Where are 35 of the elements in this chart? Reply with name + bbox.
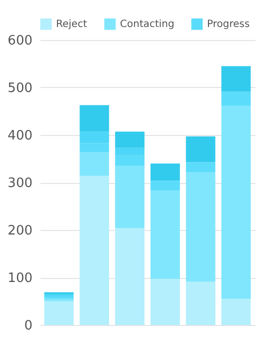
bar (115, 166, 144, 228)
bar (150, 180, 180, 191)
bar (186, 172, 216, 282)
bar (44, 292, 74, 295)
bar (221, 298, 251, 325)
bar (186, 136, 216, 162)
bar (115, 132, 144, 148)
y-tick-label: 0 (24, 318, 32, 334)
legend-label: Contacting (120, 19, 174, 30)
bar (80, 176, 110, 325)
bar (186, 282, 216, 325)
y-tick-label: 100 (8, 271, 32, 286)
y-tick-label: 500 (8, 81, 32, 96)
bar (115, 148, 144, 156)
bar (221, 106, 251, 299)
bar (150, 164, 180, 181)
bar (115, 228, 144, 325)
bar (80, 143, 110, 152)
bar (80, 132, 110, 144)
bar (115, 155, 144, 166)
y-tick-label: 400 (8, 128, 32, 144)
legend-label: Reject (56, 19, 88, 30)
bar (221, 92, 251, 106)
y-tick-label: 300 (8, 176, 32, 191)
bar (80, 105, 110, 132)
bar (80, 152, 110, 176)
bar (150, 190, 180, 279)
bar (186, 162, 216, 172)
legend-label: Progress (207, 19, 250, 30)
y-tick-label: 200 (8, 224, 32, 238)
bar (44, 301, 74, 325)
bar (44, 298, 74, 302)
bar (221, 66, 251, 92)
bar (150, 278, 180, 325)
y-tick-label: 600 (8, 34, 32, 48)
